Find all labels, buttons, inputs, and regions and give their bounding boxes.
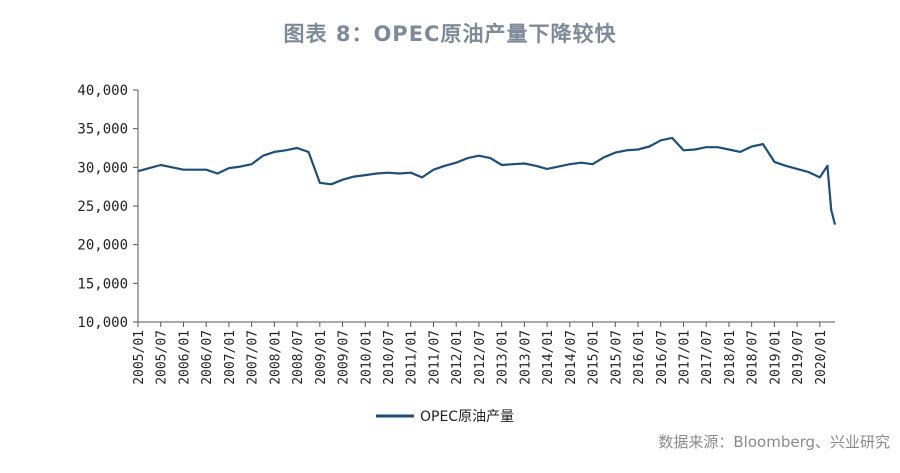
y-tick-label: 20,000 [77, 238, 128, 254]
x-tick-label: 2009/07 [337, 330, 352, 385]
x-tick-label: 2005/07 [155, 330, 170, 385]
y-tick-label: 30,000 [77, 160, 128, 176]
x-tick-label: 2006/01 [177, 330, 192, 385]
x-tick-label: 2007/01 [223, 330, 238, 385]
plot-area [137, 136, 837, 225]
x-axis-ticks: 2005/01 2005/07 2006/01 2006/07 2007/01 2007/… [132, 322, 829, 385]
legend-label: OPEC原油产量 [420, 409, 514, 425]
x-tick-label: 2015/01 [587, 330, 602, 385]
x-tick-label: 2014/07 [564, 330, 579, 385]
y-tick-label: 40,000 [77, 83, 128, 99]
x-tick-label: 2019/07 [791, 330, 806, 385]
x-tick-label: 2015/07 [609, 330, 624, 385]
x-tick-label: 2009/01 [314, 330, 329, 385]
x-tick-label: 2010/07 [382, 330, 397, 385]
x-tick-label: 2012/01 [450, 330, 465, 385]
y-tick-label: 25,000 [77, 199, 128, 215]
series-line-opec [137, 136, 837, 225]
y-axis-ticks: 10,000 15,000 20,000 25,000 30,000 35,000 40,0… [77, 83, 138, 331]
x-tick-label: 2006/07 [200, 330, 215, 385]
x-tick-label: 2018/07 [746, 330, 761, 385]
x-tick-label: 2012/07 [473, 330, 488, 385]
x-tick-label: 2013/01 [496, 330, 511, 385]
x-tick-label: 2017/01 [677, 330, 692, 385]
x-tick-label: 2016/01 [632, 330, 647, 385]
x-tick-label: 2005/01 [132, 330, 147, 385]
x-tick-label: 2008/07 [291, 330, 306, 385]
y-tick-label: 35,000 [77, 122, 128, 138]
legend: OPEC原油产量 [376, 409, 514, 425]
x-tick-label: 2018/01 [723, 330, 738, 385]
x-tick-label: 2017/07 [700, 330, 715, 385]
x-tick-label: 2019/01 [768, 330, 783, 385]
x-tick-label: 2013/07 [518, 330, 533, 385]
x-tick-label: 2010/01 [359, 330, 374, 385]
source-note: 数据来源：Bloomberg、兴业研究 [658, 433, 890, 451]
x-tick-label: 2011/07 [427, 330, 442, 385]
x-tick-label: 2008/01 [268, 330, 283, 385]
x-tick-label: 2011/01 [405, 330, 420, 385]
chart-title: 图表 8：OPEC原油产量下降较快 [283, 22, 617, 46]
x-tick-label: 2020/01 [814, 330, 829, 385]
chart-axes [137, 90, 835, 323]
y-tick-label: 10,000 [77, 315, 128, 331]
x-tick-label: 2007/07 [246, 330, 261, 385]
x-tick-label: 2016/07 [655, 330, 670, 385]
y-tick-label: 15,000 [77, 276, 128, 292]
x-tick-label: 2014/01 [541, 330, 556, 385]
